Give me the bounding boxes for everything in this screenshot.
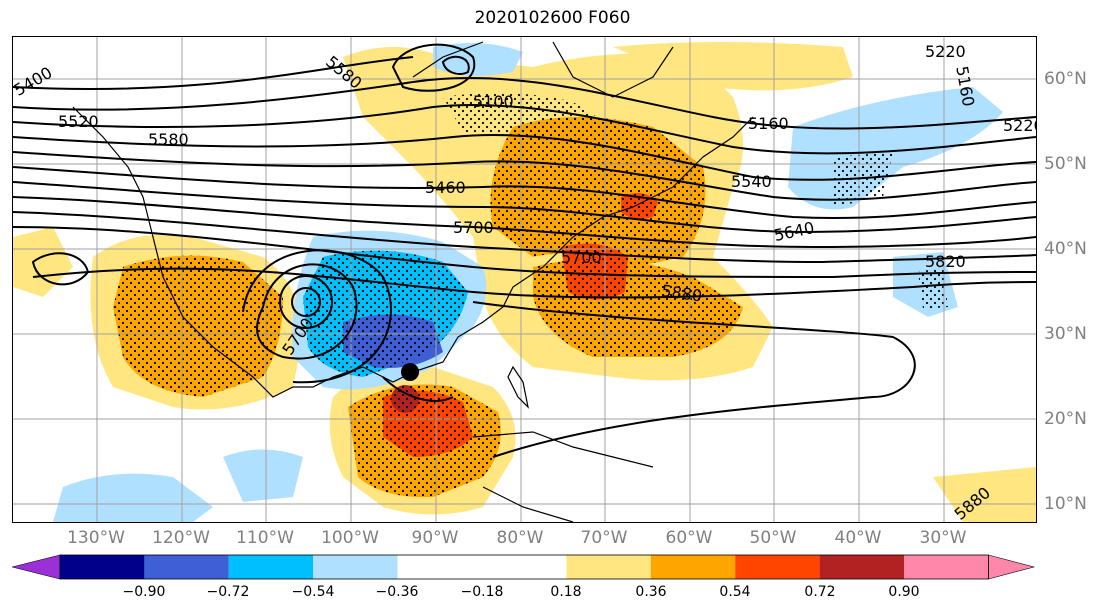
lat-label: 30°N <box>1044 324 1087 344</box>
colorbar-tick: 0.72 <box>804 584 836 600</box>
lon-label: 70°W <box>580 528 628 548</box>
colorbar-segment <box>228 555 314 579</box>
contour-label: 5640 <box>772 218 816 245</box>
contour-label: 5100 <box>473 92 514 111</box>
contour-label: 5220 <box>925 42 966 61</box>
lon-label: 50°W <box>749 528 797 548</box>
lon-label: 100°W <box>321 528 379 548</box>
map-canvas: 5220 5160 5220 5100 5160 5400 5580 5520 … <box>13 37 1036 522</box>
colorbar <box>12 554 1036 580</box>
colorbar-segment <box>650 555 736 579</box>
lon-label: 120°W <box>152 528 210 548</box>
lon-label: 40°W <box>834 528 882 548</box>
lon-label: 30°W <box>919 528 967 548</box>
lat-label: 40°N <box>1044 239 1087 259</box>
contour-label: 5460 <box>425 178 466 197</box>
coastlines <box>72 41 754 522</box>
contour-label: 5220 <box>1003 116 1036 135</box>
lon-label: 60°W <box>665 528 713 548</box>
colorbar-segment <box>904 555 989 579</box>
contour-label: 5160 <box>748 114 789 133</box>
lon-label: 90°W <box>411 528 459 548</box>
colorbar-segment <box>819 555 904 579</box>
colorbar-extend-high <box>988 554 1036 580</box>
contour-label: 5700 <box>561 248 602 267</box>
colorbar-tick: 0.54 <box>719 584 751 600</box>
contour-label: 5580 <box>148 130 189 149</box>
colorbar-segment <box>397 555 482 579</box>
colorbar-tick: −0.54 <box>291 584 335 600</box>
contour-label: 5820 <box>925 252 966 271</box>
colorbar-segment <box>566 555 651 579</box>
lon-label: 110°W <box>236 528 294 548</box>
lat-label: 10°N <box>1044 494 1087 514</box>
height-contours <box>13 43 1036 458</box>
colorbar-tick: 0.18 <box>550 584 582 600</box>
contour-label: 5700 <box>453 218 494 237</box>
storm-center-marker <box>401 363 419 381</box>
lat-label: 60°N <box>1044 69 1087 89</box>
lat-label: 20°N <box>1044 409 1087 429</box>
lon-label: 130°W <box>67 528 125 548</box>
colorbar-tick: −0.72 <box>206 584 250 600</box>
contour-label: 5400 <box>13 63 55 100</box>
contour-label: 5540 <box>731 172 772 191</box>
colorbar-segment <box>735 555 820 579</box>
weather-map: 5220 5160 5220 5100 5160 5400 5580 5520 … <box>12 36 1037 523</box>
colorbar-segment <box>60 555 145 579</box>
colorbar-segment <box>313 555 398 579</box>
lon-label: 80°W <box>496 528 544 548</box>
colorbar-segment <box>482 555 567 579</box>
colorbar-tick: −0.90 <box>122 584 166 600</box>
colorbar-tick: −0.18 <box>460 584 504 600</box>
colorbar-tick: 0.90 <box>888 584 920 600</box>
contour-label: 5520 <box>58 112 99 131</box>
colorbar-tick: 0.36 <box>635 584 667 600</box>
lat-label: 50°N <box>1044 154 1087 174</box>
map-title: 2020102600 F060 <box>474 8 631 28</box>
colorbar-extend-low <box>12 554 61 580</box>
colorbar-segment <box>144 555 229 579</box>
graticule <box>13 37 1036 522</box>
colorbar-tick: −0.36 <box>375 584 419 600</box>
